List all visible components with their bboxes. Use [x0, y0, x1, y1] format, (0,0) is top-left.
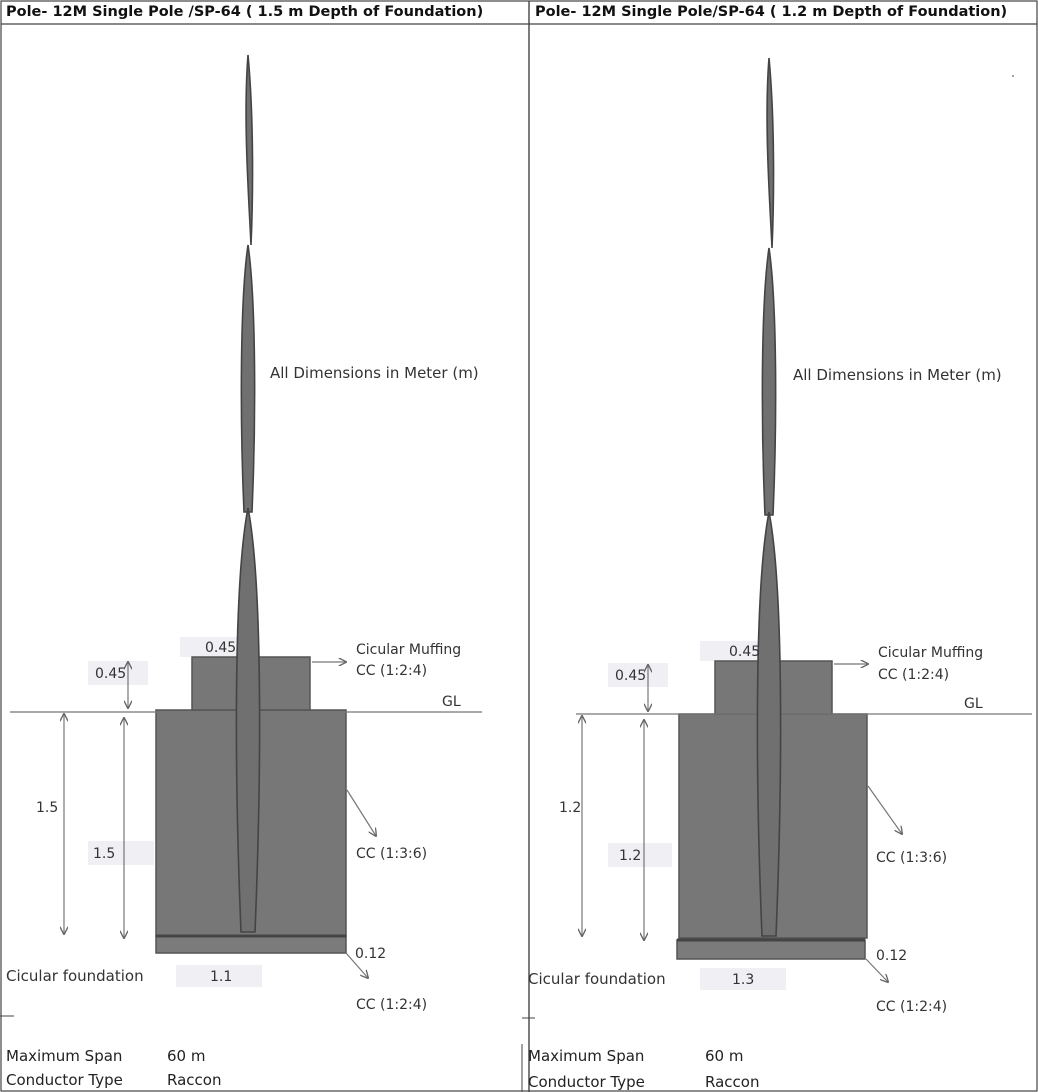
left-dimension-note: All Dimensions in Meter (m): [270, 364, 479, 382]
right-base-mix: CC (1:2:4): [876, 999, 948, 1015]
left-span-value: 60 m: [167, 1047, 206, 1065]
left-base-mix: CC (1:2:4): [356, 997, 428, 1013]
right-base-width: 1.3: [732, 972, 755, 988]
right-dimension-note: All Dimensions in Meter (m): [793, 366, 1002, 384]
right-muff-top-width: 0.45: [729, 644, 761, 660]
left-base-thickness: 0.12: [355, 946, 387, 962]
right-muffing-label: Cicular Muffing: [878, 645, 984, 661]
left-foundation-label: Cicular foundation: [6, 967, 144, 985]
left-depth-inner: 1.5: [93, 846, 116, 862]
right-span-value: 60 m: [705, 1047, 744, 1065]
right-conductor-value: Raccon: [705, 1073, 760, 1091]
right-muff-height: 0.45: [615, 668, 647, 684]
hl-base: [176, 965, 262, 987]
right-depth-inner: 1.2: [619, 848, 642, 864]
left-depth-outer: 1.5: [36, 800, 59, 816]
hl-muff-h-r: [608, 663, 668, 687]
pole-r: [756, 57, 782, 937]
hl-base-r: [700, 968, 786, 990]
right-base-thickness: 0.12: [876, 948, 908, 964]
right-foundation-label: Cicular foundation: [528, 970, 666, 988]
left-muffing-label: Cicular Muffing: [356, 642, 462, 658]
right-span-label: Maximum Span: [528, 1047, 645, 1065]
left-base-width: 1.1: [210, 969, 233, 985]
left-muffing-mix: CC (1:2:4): [356, 663, 428, 679]
left-conductor-label: Conductor Type: [6, 1071, 123, 1089]
left-foundation: [10, 54, 482, 987]
right-conductor-label: Conductor Type: [528, 1073, 645, 1091]
pole: [235, 54, 261, 933]
right-body-mix: CC (1:3:6): [876, 850, 948, 866]
left-span-label: Maximum Span: [6, 1047, 123, 1065]
left-muff-top-width: 0.45: [205, 640, 237, 656]
left-panel-title: Pole- 12M Single Pole /SP-64 ( 1.5 m Dep…: [6, 4, 484, 20]
left-conductor-value: Raccon: [167, 1071, 222, 1089]
right-gl-label: GL: [964, 696, 983, 712]
right-foundation: [576, 57, 1032, 990]
left-gl-label: GL: [442, 694, 461, 710]
base-slab-r: [676, 939, 866, 960]
right-muffing-mix: CC (1:2:4): [878, 667, 950, 683]
hl-muff-h: [88, 661, 148, 685]
right-depth-outer: 1.2: [559, 800, 582, 816]
left-body-mix: CC (1:3:6): [356, 846, 428, 862]
left-muff-height: 0.45: [95, 666, 127, 682]
right-panel-title: Pole- 12M Single Pole/SP-64 ( 1.2 m Dept…: [535, 4, 1008, 20]
base-slab: [155, 935, 347, 954]
